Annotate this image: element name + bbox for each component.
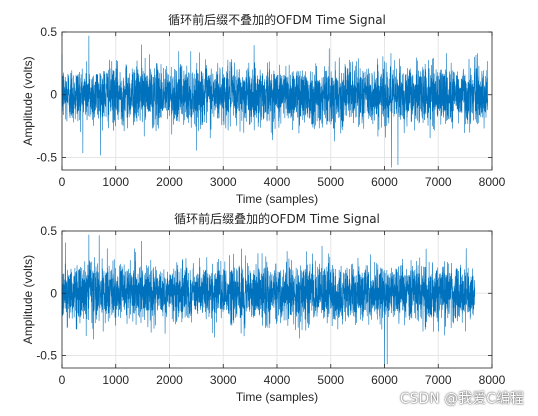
y-tick-label: -0.5 [36, 349, 57, 363]
signal-line [61, 35, 488, 168]
y-tick-label: 0 [50, 286, 57, 300]
watermark: CSDN @我爱C编程 [399, 391, 524, 407]
y-tick-label: 0.5 [40, 224, 57, 238]
x-tick-label: 7000 [425, 373, 452, 387]
y-axis-label: Amplitude (volts) [21, 56, 35, 145]
x-tick-label: 8000 [479, 175, 506, 189]
x-tick-label: 5000 [317, 175, 344, 189]
x-tick-label: 6000 [371, 175, 398, 189]
x-tick-label: 7000 [425, 175, 452, 189]
x-tick-label: 3000 [210, 175, 237, 189]
x-tick-label: 6000 [371, 373, 398, 387]
x-tick-label: 2000 [156, 373, 183, 387]
x-tick-label: 1000 [102, 175, 129, 189]
x-tick-label: 2000 [156, 175, 183, 189]
y-tick-label: -0.5 [36, 150, 57, 164]
x-tick-label: 4000 [264, 175, 291, 189]
chart-1-bottom-signal: 0 1000 2000 3000 4000 5000 6000 7000 8000-0.500.… [21, 211, 506, 404]
x-tick-label: 0 [59, 175, 66, 189]
chart-title: 循环前后缀不叠加的OFDM Time Signal [168, 12, 386, 27]
x-axis-label: Time (samples) [236, 192, 318, 206]
x-tick-label: 1000 [102, 373, 129, 387]
x-tick-label: 0 [59, 373, 66, 387]
y-tick-label: 0.5 [40, 25, 57, 39]
x-axis-label: Time (samples) [236, 390, 318, 404]
x-tick-label: 5000 [317, 373, 344, 387]
y-axis-label: Amplitude (volts) [21, 255, 35, 344]
x-tick-label: 3000 [210, 373, 237, 387]
chart-0-top-signal: 0 1000 2000 3000 4000 5000 6000 7000 8000-0.500.… [21, 12, 506, 206]
signal-line [61, 234, 476, 366]
x-tick-label: 8000 [479, 373, 506, 387]
chart-title: 循环前后缀叠加的OFDM Time Signal [174, 211, 380, 226]
y-tick-label: 0 [50, 88, 57, 102]
x-tick-label: 4000 [264, 373, 291, 387]
